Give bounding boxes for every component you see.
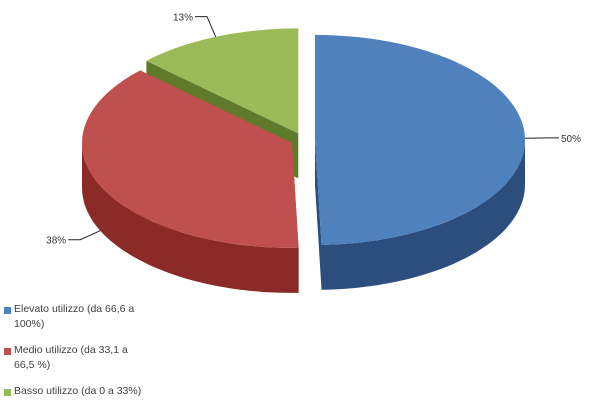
leader-line-basso: [195, 16, 217, 37]
legend-swatch-basso: [4, 389, 11, 396]
pie-slice-medio: [82, 70, 299, 248]
legend-item-basso: Basso utilizzo (da 0 a 33%): [4, 384, 234, 399]
pie-slice-basso: [146, 28, 299, 134]
leader-lines: [68, 16, 559, 241]
legend-swatch-medio: [4, 348, 11, 355]
data-label-medio: 38%: [46, 236, 66, 247]
legend-item-elevato: Elevato utilizzo (da 66,6 a 100%): [4, 302, 234, 332]
legend-item-medio: Medio utilizzo (da 33,1 a 66,5 %): [4, 343, 234, 373]
data-labels: 50% 38% 13%: [46, 13, 581, 247]
legend-label-medio: Medio utilizzo (da 33,1 a 66,5 %): [14, 344, 128, 371]
pie-slice-elevato: [314, 34, 525, 245]
legend-label-elevato: Elevato utilizzo (da 66,6 a 100%): [14, 303, 135, 330]
legend-swatch-elevato: [4, 307, 11, 314]
pie-side-elevato: [321, 139, 525, 290]
legend: Elevato utilizzo (da 66,6 a 100%) Medio …: [4, 302, 234, 410]
pie-chart: 50% 38% 13%: [46, 13, 581, 293]
pie-side-medio: [82, 142, 299, 293]
leader-line-medio: [68, 230, 101, 241]
pie-tops: [82, 28, 525, 248]
data-label-basso: 13%: [173, 13, 193, 24]
pie-wall-elevato-1: [314, 139, 322, 290]
legend-label-basso: Basso utilizzo (da 0 a 33%): [14, 385, 142, 397]
data-label-elevato: 50%: [561, 134, 581, 145]
